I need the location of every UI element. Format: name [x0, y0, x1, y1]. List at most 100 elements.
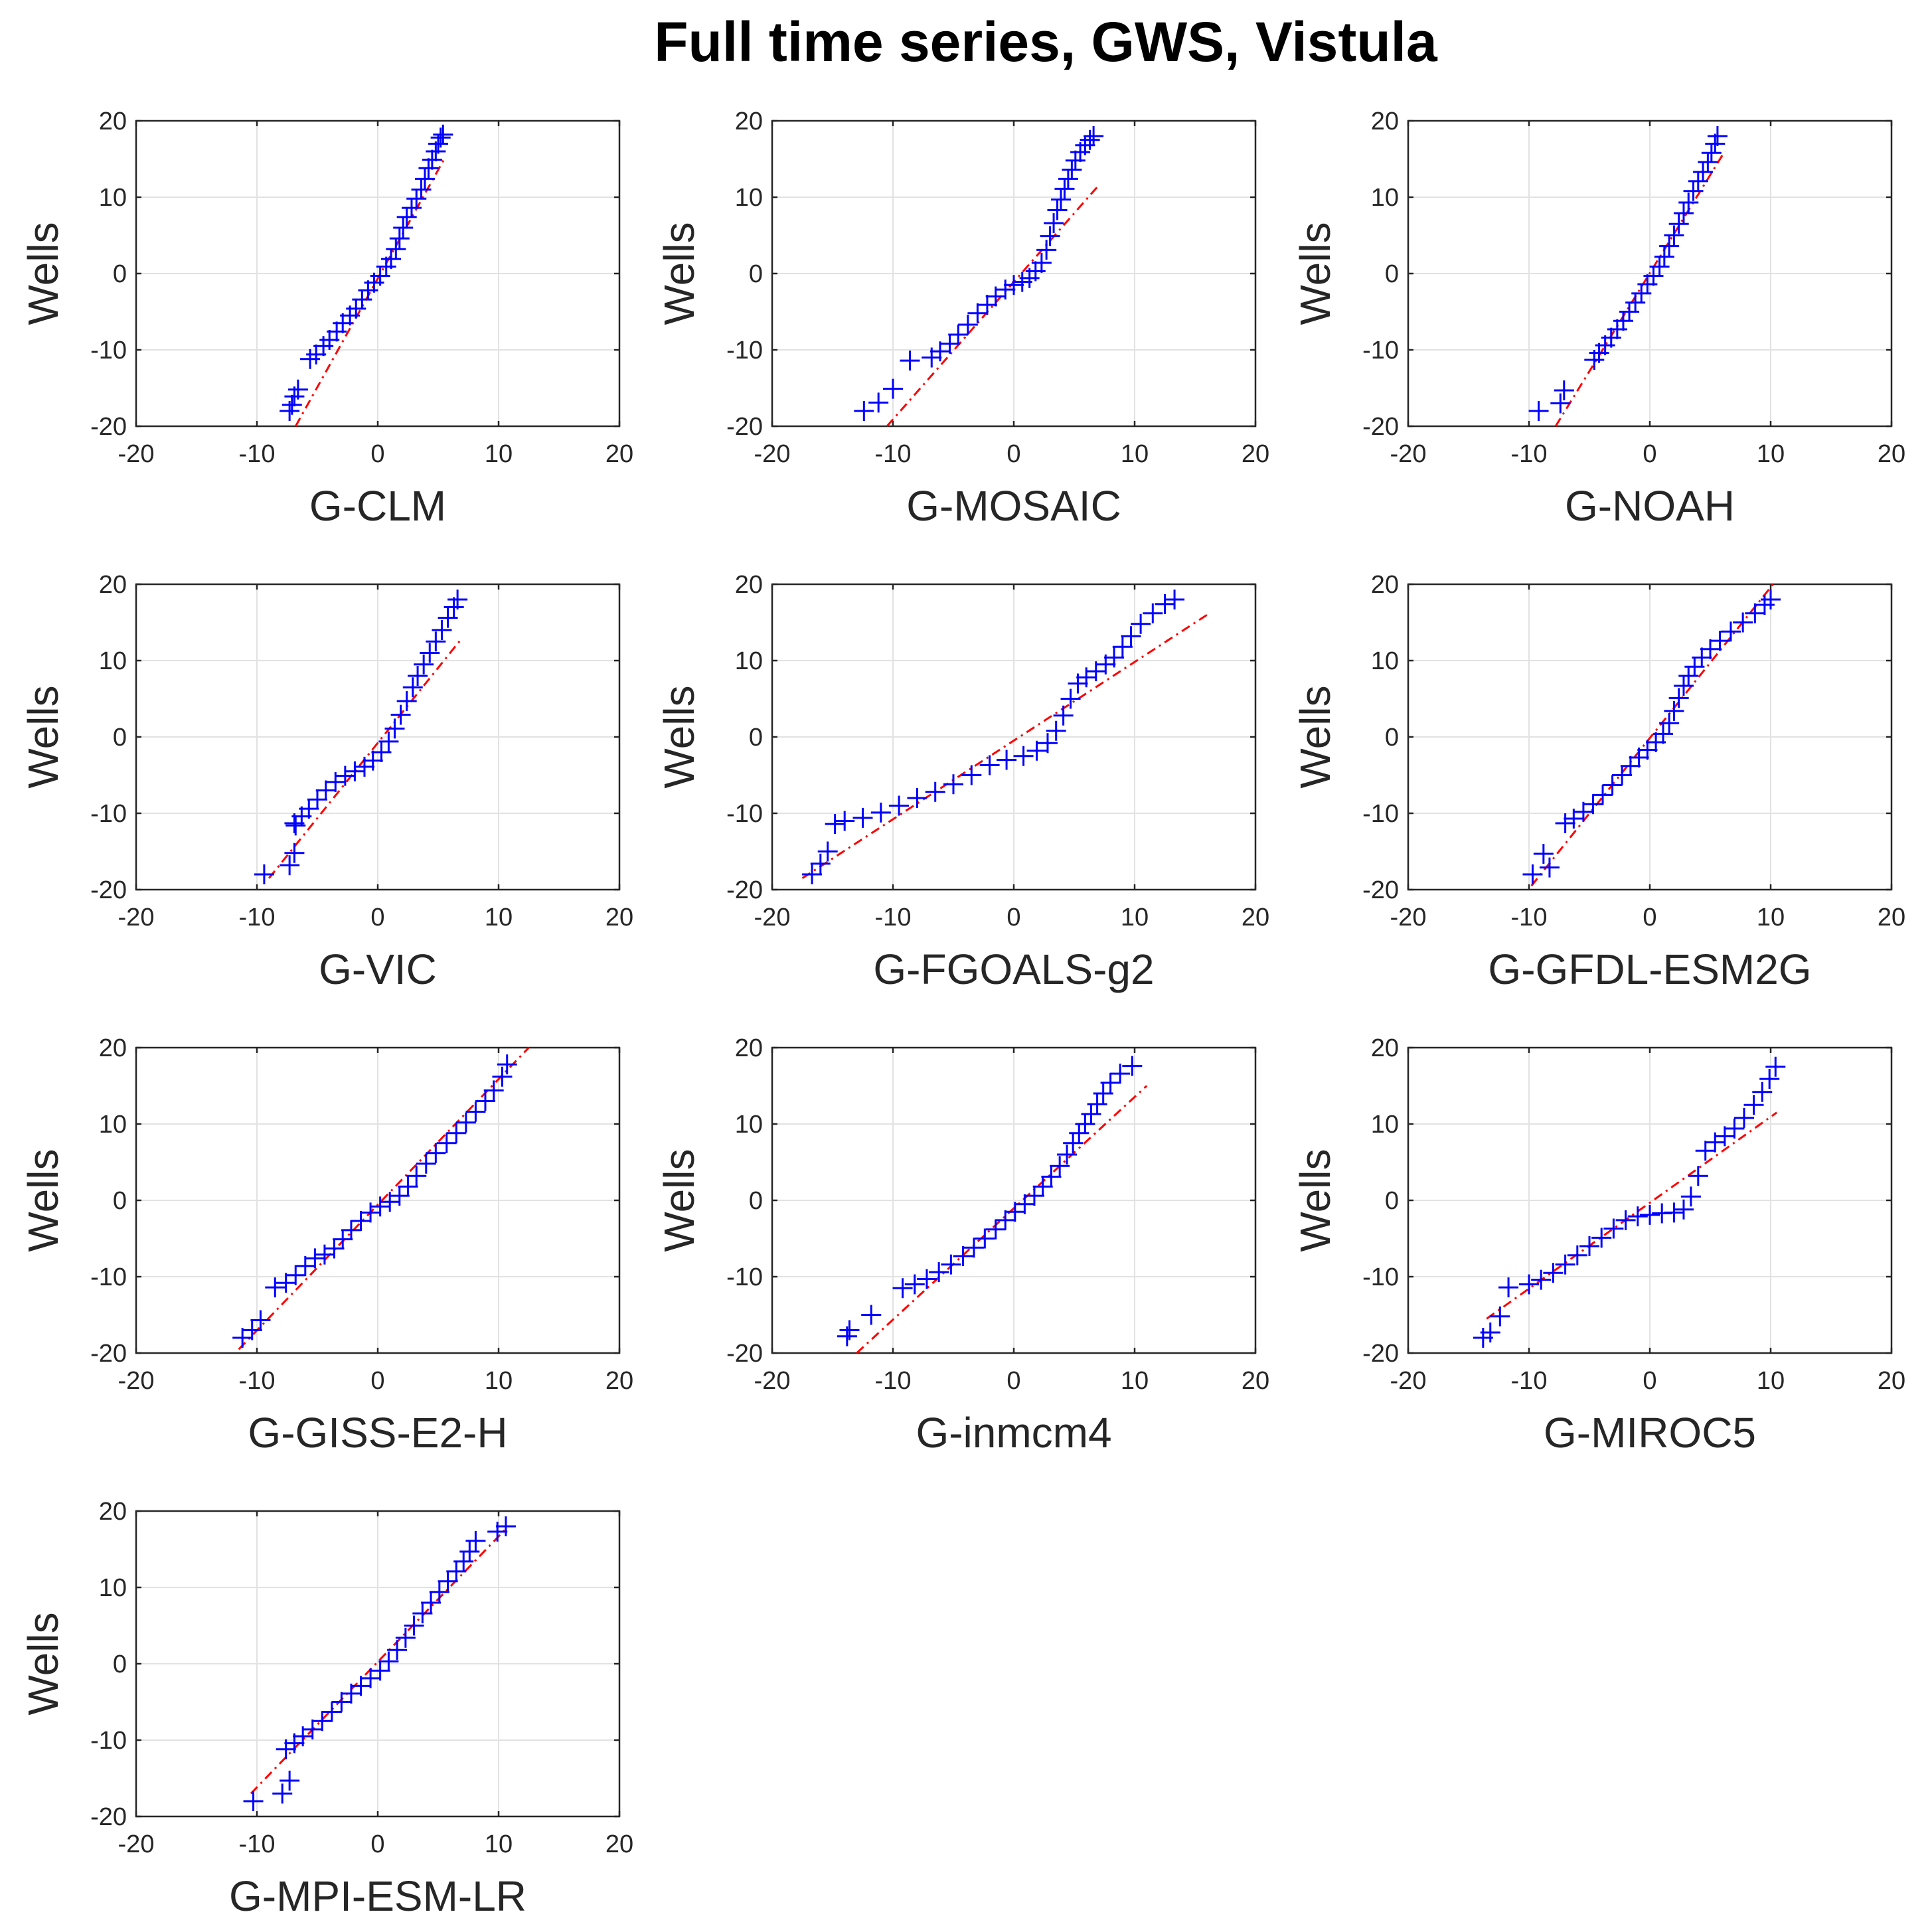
data-point: [492, 1066, 513, 1087]
data-point: [378, 731, 399, 752]
data-point: [1519, 1274, 1539, 1295]
data-point: [900, 351, 920, 371]
x-tick-label: 0: [370, 904, 384, 931]
x-tick-label: -10: [875, 1367, 912, 1395]
x-tick-label: 10: [1757, 1367, 1785, 1395]
data-point: [1054, 179, 1075, 199]
subplot: -20 -10 0 10 20 -20 -10 0 10 20 G-GISS-E2-H Wells: [19, 1034, 633, 1457]
x-tick-label: 10: [1757, 440, 1785, 468]
x-tick-label: 10: [485, 1367, 513, 1395]
data-point: [455, 1112, 476, 1133]
data-point: [943, 774, 963, 795]
subplot: -20 -10 0 10 20 -20 -10 0 10 20 G-CLM Wells: [19, 108, 633, 530]
x-tick-label: 10: [485, 904, 513, 931]
x-tick-label: 20: [1242, 904, 1269, 931]
data-point: [997, 750, 1017, 770]
data-point: [1046, 720, 1066, 741]
data-point: [285, 1265, 306, 1285]
data-point: [321, 1702, 342, 1722]
data-point: [475, 1091, 495, 1111]
data-point: [1539, 857, 1560, 878]
data-point: [1143, 603, 1163, 623]
data-point: [1612, 765, 1633, 785]
x-tick-label: -10: [239, 440, 276, 468]
data-point: [1522, 864, 1543, 884]
data-point: [406, 1166, 427, 1186]
y-tick-label: 20: [735, 1034, 763, 1062]
data-point: [883, 378, 903, 399]
data-point: [1659, 236, 1680, 256]
y-axis-label: Wells: [19, 1149, 67, 1251]
data-point: [393, 218, 414, 238]
data-point: [438, 607, 458, 628]
y-tick-label: 20: [99, 1498, 127, 1526]
y-tick-label: 20: [735, 571, 763, 599]
y-axis-label: Wells: [655, 222, 703, 325]
data-point: [1680, 1186, 1701, 1207]
x-axis-label: G-MOSAIC: [906, 482, 1121, 530]
data-point: [1155, 594, 1175, 614]
y-tick-label: 0: [749, 1187, 763, 1215]
y-axis-label: Wells: [655, 1149, 703, 1251]
x-tick-label: -10: [1511, 1367, 1548, 1395]
data-point: [1062, 159, 1082, 180]
x-tick-label: 0: [1643, 440, 1656, 468]
y-tick-label: 0: [113, 1650, 127, 1678]
data-point: [414, 654, 434, 675]
y-axis-label: Wells: [1291, 685, 1339, 788]
data-point: [1761, 590, 1781, 609]
data-point: [1110, 1064, 1131, 1084]
data-point: [967, 303, 988, 323]
data-point: [381, 249, 402, 270]
data-point: [1707, 126, 1728, 146]
figure-title: Full time series, GWS, Vistula: [654, 11, 1438, 73]
data-point: [430, 127, 451, 148]
data-point: [1122, 1056, 1143, 1076]
data-point: [447, 590, 468, 609]
data-point: [1733, 1107, 1754, 1128]
data-point: [426, 631, 446, 652]
y-tick-label: 10: [1371, 647, 1399, 675]
data-point: [1745, 603, 1765, 623]
data-point: [1490, 1306, 1510, 1326]
data-point: [953, 1245, 973, 1266]
data-point: [432, 620, 452, 640]
data-point: [825, 814, 845, 835]
data-point: [1752, 1082, 1773, 1102]
x-tick-label: 20: [1242, 1367, 1269, 1395]
x-axis-label: G-CLM: [309, 482, 446, 530]
data-point: [242, 1320, 262, 1340]
data-point: [1087, 1094, 1107, 1115]
reference-line: [238, 1046, 530, 1350]
x-axis-label: G-VIC: [319, 945, 437, 993]
subplot: -20 -10 0 10 20 -20 -10 0 10 20 G-MIROC5 Wells: [1291, 1034, 1905, 1457]
reference-line: [856, 1085, 1148, 1354]
x-tick-label: 20: [1878, 1367, 1905, 1395]
data-point: [810, 853, 831, 874]
y-tick-label: 20: [99, 108, 127, 135]
y-tick-label: 20: [99, 1034, 127, 1062]
x-tick-label: 10: [485, 1830, 513, 1858]
data-point: [436, 1133, 457, 1153]
data-point: [1733, 612, 1753, 633]
y-tick-label: -10: [90, 337, 127, 364]
data-point: [1053, 705, 1074, 726]
data-point: [907, 788, 927, 808]
data-point: [497, 1054, 517, 1075]
x-tick-label: -10: [1511, 440, 1548, 468]
data-point: [977, 295, 997, 315]
data-point: [386, 239, 406, 260]
data-point: [1615, 1210, 1636, 1230]
y-tick-label: -20: [90, 1803, 127, 1831]
y-tick-label: -20: [726, 1340, 763, 1368]
x-tick-label: 0: [370, 440, 384, 468]
data-point: [1036, 240, 1057, 260]
data-point: [406, 189, 427, 209]
y-tick-label: -20: [726, 876, 763, 904]
y-tick-label: 20: [1371, 108, 1399, 135]
data-point: [1603, 1218, 1624, 1239]
data-point: [1695, 1141, 1716, 1161]
data-point: [370, 1660, 390, 1681]
y-axis-label: Wells: [655, 685, 703, 788]
